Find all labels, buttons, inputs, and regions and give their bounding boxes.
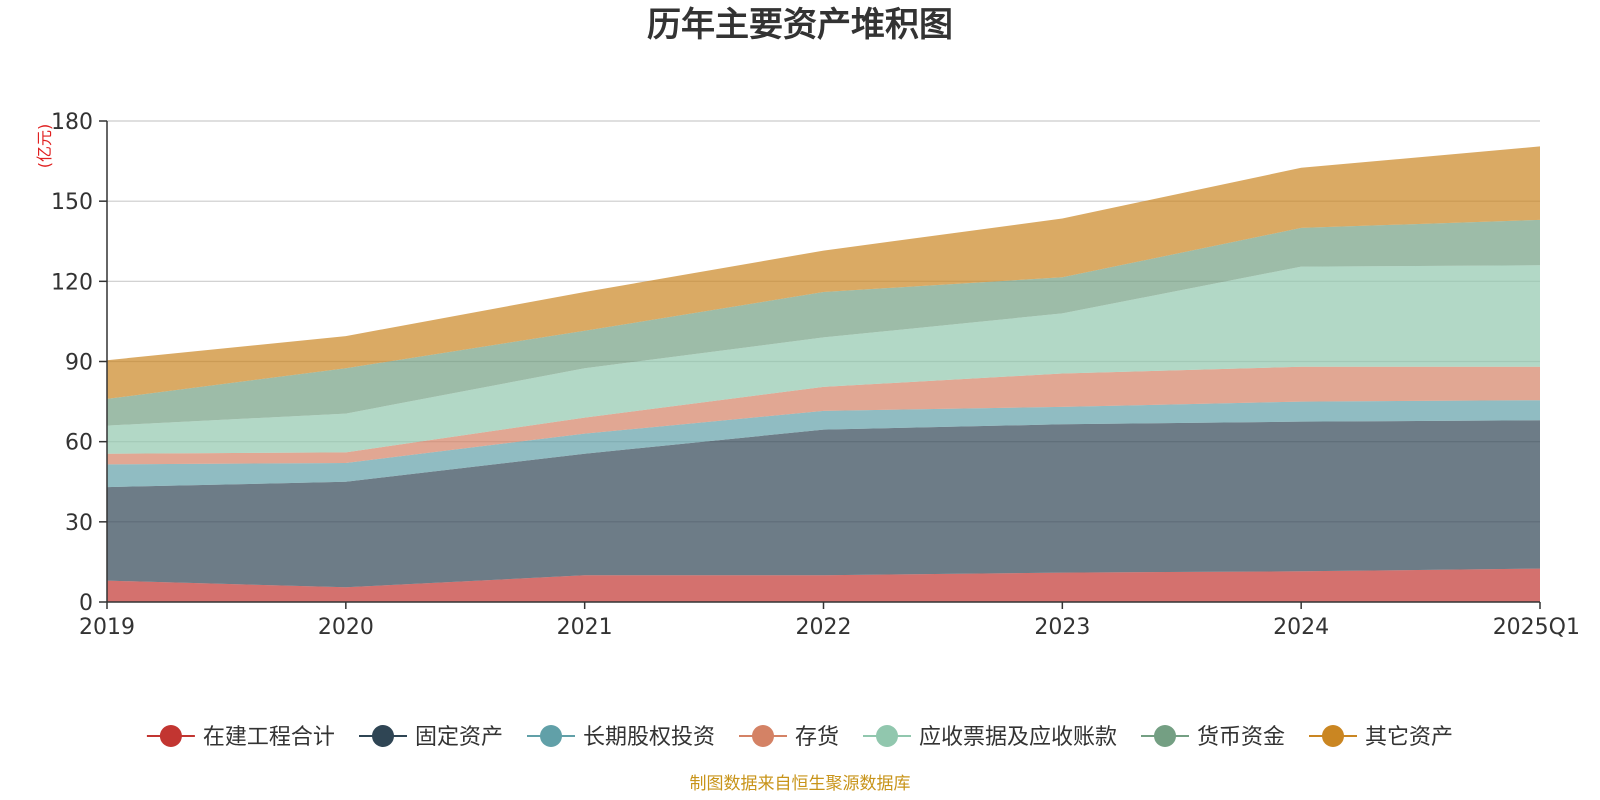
legend-dot-marker (1154, 725, 1176, 747)
legend-label: 固定资产 (415, 725, 503, 750)
legend-item-1: 在建工程合计 (146, 725, 335, 750)
legend-item-7: 其它资产 (1309, 725, 1453, 750)
legend-dot-marker (540, 725, 562, 747)
legend-label: 长期股权投资 (583, 725, 715, 750)
legend-dot-marker (1322, 725, 1344, 747)
y-tick-label: 90 (65, 351, 93, 376)
area-series-2 (107, 420, 1540, 588)
x-tick-label: 2025Q1 (1493, 615, 1580, 640)
x-tick-label: 2022 (796, 615, 852, 640)
legend-item-4: 存货 (739, 725, 839, 750)
area-series-7 (107, 146, 1540, 399)
y-tick-label: 180 (51, 110, 93, 135)
x-tick-label: 2021 (557, 615, 613, 640)
area-series-5 (107, 265, 1540, 454)
chart-title: 历年主要资产堆积图 (647, 5, 953, 45)
legend-dot-marker (876, 725, 898, 747)
legend-dot-marker (159, 725, 182, 747)
x-tick-label: 2023 (1034, 615, 1090, 640)
y-tick-label: 150 (51, 190, 93, 215)
legend-label: 货币资金 (1197, 725, 1285, 750)
area-series-layer (107, 146, 1540, 602)
legend-dot-marker (372, 725, 394, 747)
y-tick-label: 60 (65, 431, 93, 456)
y-tick-label: 0 (79, 591, 93, 616)
legend-label: 存货 (795, 725, 839, 750)
legend-dot-marker (752, 725, 774, 747)
legend-label: 其它资产 (1365, 725, 1453, 750)
x-tick-label: 2020 (318, 615, 374, 640)
source-note: 制图数据来自恒生聚源数据库 (690, 774, 911, 794)
legend-label: 应收票据及应收账款 (919, 725, 1117, 750)
area-series-3 (107, 400, 1540, 488)
y-tick-label: 120 (51, 270, 93, 295)
x-tick-label: 2019 (79, 615, 135, 640)
legend: 在建工程合计 固定资产 长期股权投资 存货 应收票据及应收账款 货币资金 其它资产 (146, 725, 1453, 750)
legend-item-3: 长期股权投资 (527, 725, 715, 750)
area-series-1 (107, 568, 1540, 602)
x-tick-label: 2024 (1273, 615, 1329, 640)
axes: 0 30 60 90 120 150 180 2019 2020 2021 2022 2023 2024… (51, 110, 1580, 640)
y-tick-label: 30 (65, 511, 93, 536)
area-series-6 (107, 219, 1540, 426)
legend-item-6: 货币资金 (1141, 725, 1285, 750)
legend-item-2: 固定资产 (359, 725, 503, 750)
legend-item-5: 应收票据及应收账款 (863, 725, 1117, 750)
legend-label: 在建工程合计 (203, 725, 335, 750)
y-axis-unit-label: (亿元) (35, 124, 54, 169)
area-series-4 (107, 366, 1540, 465)
